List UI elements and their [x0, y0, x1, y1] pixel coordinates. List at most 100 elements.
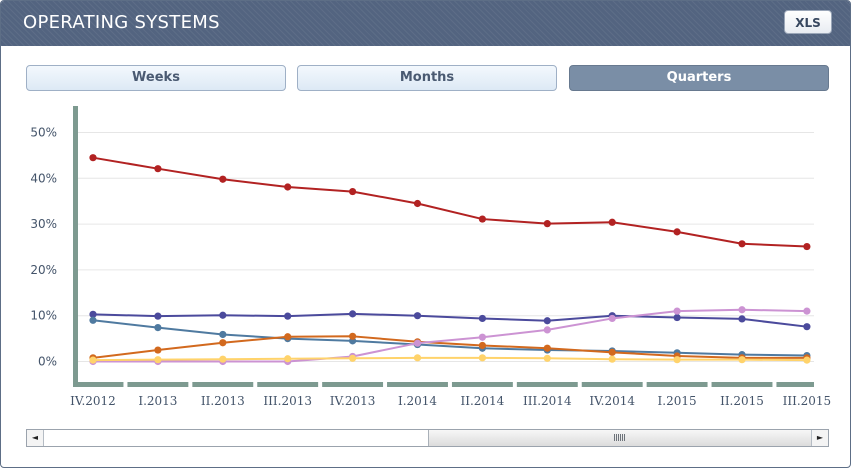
tab-weeks[interactable]: Weeks — [26, 65, 286, 91]
data-point[interactable] — [543, 317, 551, 325]
data-point[interactable] — [219, 339, 227, 347]
scroll-right-arrow-icon[interactable]: ► — [811, 430, 828, 446]
data-point[interactable] — [89, 356, 97, 364]
data-point[interactable] — [413, 339, 422, 347]
data-point[interactable] — [349, 310, 357, 318]
scrollbar-track[interactable] — [44, 430, 428, 446]
data-point[interactable] — [478, 314, 486, 323]
x-tick-label: III.2013 — [263, 394, 312, 408]
data-point[interactable] — [543, 326, 551, 334]
x-axis-segment — [257, 382, 319, 387]
data-point[interactable] — [543, 354, 551, 362]
series-line — [92, 319, 807, 357]
x-tick-label: I.2013 — [138, 394, 177, 408]
series-2 — [89, 310, 811, 331]
series-line — [92, 312, 808, 328]
data-point[interactable] — [608, 348, 616, 356]
data-point[interactable] — [284, 355, 292, 363]
data-point[interactable] — [738, 306, 746, 314]
x-axis-segment — [127, 382, 189, 387]
data-point[interactable] — [154, 324, 162, 332]
data-point[interactable] — [219, 311, 227, 319]
series-6 — [89, 354, 811, 364]
x-tick-label: IV.2013 — [330, 394, 376, 408]
data-point[interactable] — [608, 218, 616, 226]
data-point[interactable] — [478, 341, 486, 350]
data-point[interactable] — [284, 183, 292, 191]
data-point[interactable] — [673, 307, 681, 315]
data-point[interactable] — [738, 356, 746, 364]
data-point[interactable] — [349, 187, 357, 196]
x-axis-segment — [387, 382, 448, 387]
y-tick-label: 50% — [30, 126, 57, 140]
chart-panel: Weeks Months Quarters 0% 10% 20% 30% 40% 50% … — [7, 46, 844, 462]
x-axis-tick-labels: IV.2012 I.2013 II.2013 III.2013 IV.2013 I.201… — [70, 394, 831, 408]
y-tick-label: 40% — [30, 171, 57, 185]
x-tick-label: II.2013 — [201, 394, 245, 408]
data-point[interactable] — [803, 356, 811, 364]
chart-series — [89, 154, 811, 366]
data-point[interactable] — [738, 240, 746, 248]
data-point[interactable] — [89, 154, 97, 162]
series-line — [92, 356, 807, 362]
data-point[interactable] — [413, 312, 422, 320]
data-point[interactable] — [543, 220, 551, 228]
data-point[interactable] — [803, 323, 811, 331]
y-tick-label: 0% — [38, 355, 57, 369]
data-point[interactable] — [284, 312, 292, 320]
scroll-left-arrow-icon[interactable]: ◄ — [27, 430, 44, 446]
data-point[interactable] — [89, 316, 97, 324]
data-point[interactable] — [154, 356, 162, 364]
scrollbar-thumb[interactable] — [428, 430, 811, 446]
tab-quarters[interactable]: Quarters — [569, 65, 829, 91]
series-line — [92, 156, 807, 248]
data-point[interactable] — [154, 165, 162, 173]
x-axis-segment — [451, 382, 513, 387]
x-axis-segment — [776, 382, 814, 387]
data-point[interactable] — [154, 346, 162, 354]
series-line — [92, 335, 807, 359]
x-tick-label: III.2014 — [523, 394, 572, 408]
data-point[interactable] — [738, 315, 746, 323]
data-point[interactable] — [478, 215, 486, 223]
data-point[interactable] — [349, 354, 357, 362]
data-point[interactable] — [219, 355, 227, 363]
x-tick-label: IV.2014 — [589, 394, 635, 408]
data-point[interactable] — [349, 332, 357, 340]
data-point[interactable] — [608, 314, 616, 323]
xls-export-button[interactable]: XLS — [784, 10, 832, 34]
data-point[interactable] — [154, 312, 162, 320]
series-3 — [89, 316, 811, 360]
x-axis-segment — [646, 382, 708, 387]
x-axis-segment — [322, 382, 384, 387]
data-point[interactable] — [673, 313, 681, 322]
data-point[interactable] — [673, 228, 681, 236]
chart-scrollbar[interactable]: ◄ ► — [26, 429, 829, 447]
data-point[interactable] — [413, 199, 422, 208]
line-chart: 0% 10% 20% 30% 40% 50% IV.2012 I.2013 II.2013 II… — [30, 106, 831, 408]
data-point[interactable] — [413, 354, 422, 362]
x-axis-segment — [711, 382, 773, 387]
data-point[interactable] — [803, 242, 811, 251]
x-tick-label: II.2014 — [460, 394, 504, 408]
series-1 — [89, 154, 811, 251]
data-point[interactable] — [673, 356, 681, 364]
data-point[interactable] — [478, 354, 486, 362]
data-point[interactable] — [478, 333, 486, 341]
data-point[interactable] — [89, 310, 97, 318]
data-point[interactable] — [219, 330, 227, 339]
x-tick-label: II.2015 — [720, 394, 764, 408]
data-point[interactable] — [284, 333, 292, 341]
data-point[interactable] — [608, 355, 616, 363]
y-axis-tick-labels: 0% 10% 20% 30% 40% 50% — [30, 126, 57, 369]
x-axis-segment — [192, 382, 254, 387]
grip-icon — [614, 434, 626, 441]
y-tick-label: 30% — [30, 217, 57, 231]
data-point[interactable] — [543, 344, 551, 352]
data-point[interactable] — [219, 175, 227, 183]
grid-lines — [77, 132, 814, 362]
tab-months[interactable]: Months — [297, 65, 557, 91]
y-axis-bar — [73, 106, 78, 386]
data-point[interactable] — [803, 307, 811, 315]
